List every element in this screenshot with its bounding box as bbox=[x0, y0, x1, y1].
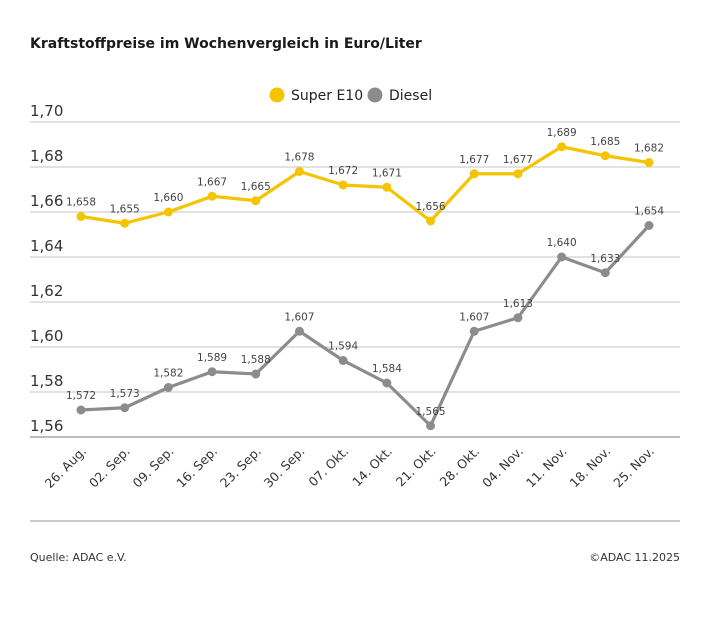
data-point bbox=[426, 421, 436, 431]
x-tick-label: 23. Sep. bbox=[217, 444, 264, 491]
data-point bbox=[557, 142, 567, 152]
data-label: 1,672 bbox=[328, 165, 358, 177]
x-tick-label: 09. Sep. bbox=[130, 444, 177, 491]
chart-title: Kraftstoffpreise im Wochenvergleich in E… bbox=[30, 36, 422, 52]
data-label: 1,607 bbox=[459, 311, 489, 323]
y-tick-label: 1,62 bbox=[30, 282, 63, 300]
copyright-note: ©ADAC 11.2025 bbox=[589, 551, 680, 564]
data-label: 1,573 bbox=[110, 388, 140, 400]
data-point bbox=[120, 403, 130, 413]
y-tick-label: 1,58 bbox=[30, 372, 63, 390]
data-label: 1,589 bbox=[197, 352, 227, 364]
data-label: 1,584 bbox=[372, 363, 402, 375]
x-tick-label: 02. Sep. bbox=[86, 444, 133, 491]
x-tick-label: 28. Okt. bbox=[437, 444, 483, 490]
data-label: 1,660 bbox=[153, 192, 183, 204]
legend-marker-diesel bbox=[367, 87, 383, 103]
data-point bbox=[163, 207, 173, 217]
legend-label: Diesel bbox=[389, 88, 432, 104]
data-point bbox=[557, 252, 567, 262]
x-tick-label: 11. Nov. bbox=[523, 444, 570, 491]
x-tick-label: 18. Nov. bbox=[567, 444, 614, 491]
data-label: 1,582 bbox=[153, 368, 183, 380]
data-point bbox=[207, 367, 217, 377]
data-point bbox=[426, 216, 436, 226]
data-point bbox=[644, 221, 654, 230]
data-label: 1,633 bbox=[590, 253, 620, 265]
data-point bbox=[120, 218, 130, 228]
legend-label: Super E10 bbox=[291, 88, 363, 104]
data-label: 1,671 bbox=[372, 167, 402, 179]
y-tick-label: 1,66 bbox=[30, 192, 63, 210]
data-point bbox=[513, 169, 523, 179]
data-label: 1,667 bbox=[197, 176, 227, 188]
data-label: 1,678 bbox=[284, 152, 314, 164]
data-label: 1,665 bbox=[241, 181, 271, 193]
data-point bbox=[469, 326, 479, 336]
data-label: 1,572 bbox=[66, 390, 96, 402]
y-tick-label: 1,56 bbox=[30, 417, 63, 435]
data-label: 1,655 bbox=[110, 203, 140, 215]
x-tick-label: 21. Okt. bbox=[393, 444, 439, 490]
data-label: 1,689 bbox=[547, 127, 577, 139]
x-tick-label: 30. Sep. bbox=[261, 444, 308, 491]
data-point bbox=[644, 158, 654, 167]
data-point bbox=[251, 369, 261, 379]
data-label: 1,682 bbox=[634, 143, 664, 155]
y-tick-label: 1,70 bbox=[30, 102, 63, 120]
data-point bbox=[600, 151, 610, 161]
data-label: 1,658 bbox=[66, 197, 96, 209]
data-point bbox=[469, 169, 479, 179]
data-point bbox=[76, 405, 86, 415]
data-label: 1,656 bbox=[416, 201, 446, 213]
data-point bbox=[338, 180, 348, 190]
x-tick-label: 04. Nov. bbox=[479, 444, 526, 491]
data-label: 1,594 bbox=[328, 341, 358, 353]
data-point bbox=[513, 313, 523, 323]
data-label: 1,654 bbox=[634, 206, 664, 218]
data-point bbox=[294, 326, 304, 336]
data-label: 1,640 bbox=[547, 237, 577, 249]
series-line bbox=[80, 145, 650, 225]
legend-marker-super-e10 bbox=[269, 87, 285, 103]
x-tick-label: 07. Okt. bbox=[305, 444, 351, 490]
data-label: 1,685 bbox=[590, 136, 620, 148]
data-label: 1,677 bbox=[459, 154, 489, 166]
data-point bbox=[382, 378, 392, 388]
data-point bbox=[251, 196, 261, 206]
data-point bbox=[338, 356, 348, 365]
data-point bbox=[600, 268, 610, 278]
data-label: 1,588 bbox=[241, 354, 271, 366]
data-point bbox=[207, 191, 217, 201]
data-label: 1,613 bbox=[503, 298, 533, 310]
x-tick-label: 16. Sep. bbox=[173, 444, 220, 491]
x-tick-label: 26. Aug. bbox=[42, 444, 90, 492]
y-tick-label: 1,60 bbox=[30, 327, 63, 345]
data-label: 1,607 bbox=[284, 311, 314, 323]
data-label: 1,565 bbox=[416, 406, 446, 418]
data-point bbox=[76, 212, 86, 221]
x-tick-label: 14. Okt. bbox=[349, 444, 395, 490]
data-label: 1,677 bbox=[503, 154, 533, 166]
source-note: Quelle: ADAC e.V. bbox=[30, 551, 127, 564]
x-tick-label: 25. Nov. bbox=[610, 444, 657, 491]
y-tick-label: 1,64 bbox=[30, 237, 63, 255]
series-line bbox=[80, 224, 651, 428]
data-point bbox=[294, 167, 304, 176]
y-tick-label: 1,68 bbox=[30, 147, 63, 165]
data-point bbox=[382, 182, 392, 192]
data-point bbox=[163, 383, 173, 392]
